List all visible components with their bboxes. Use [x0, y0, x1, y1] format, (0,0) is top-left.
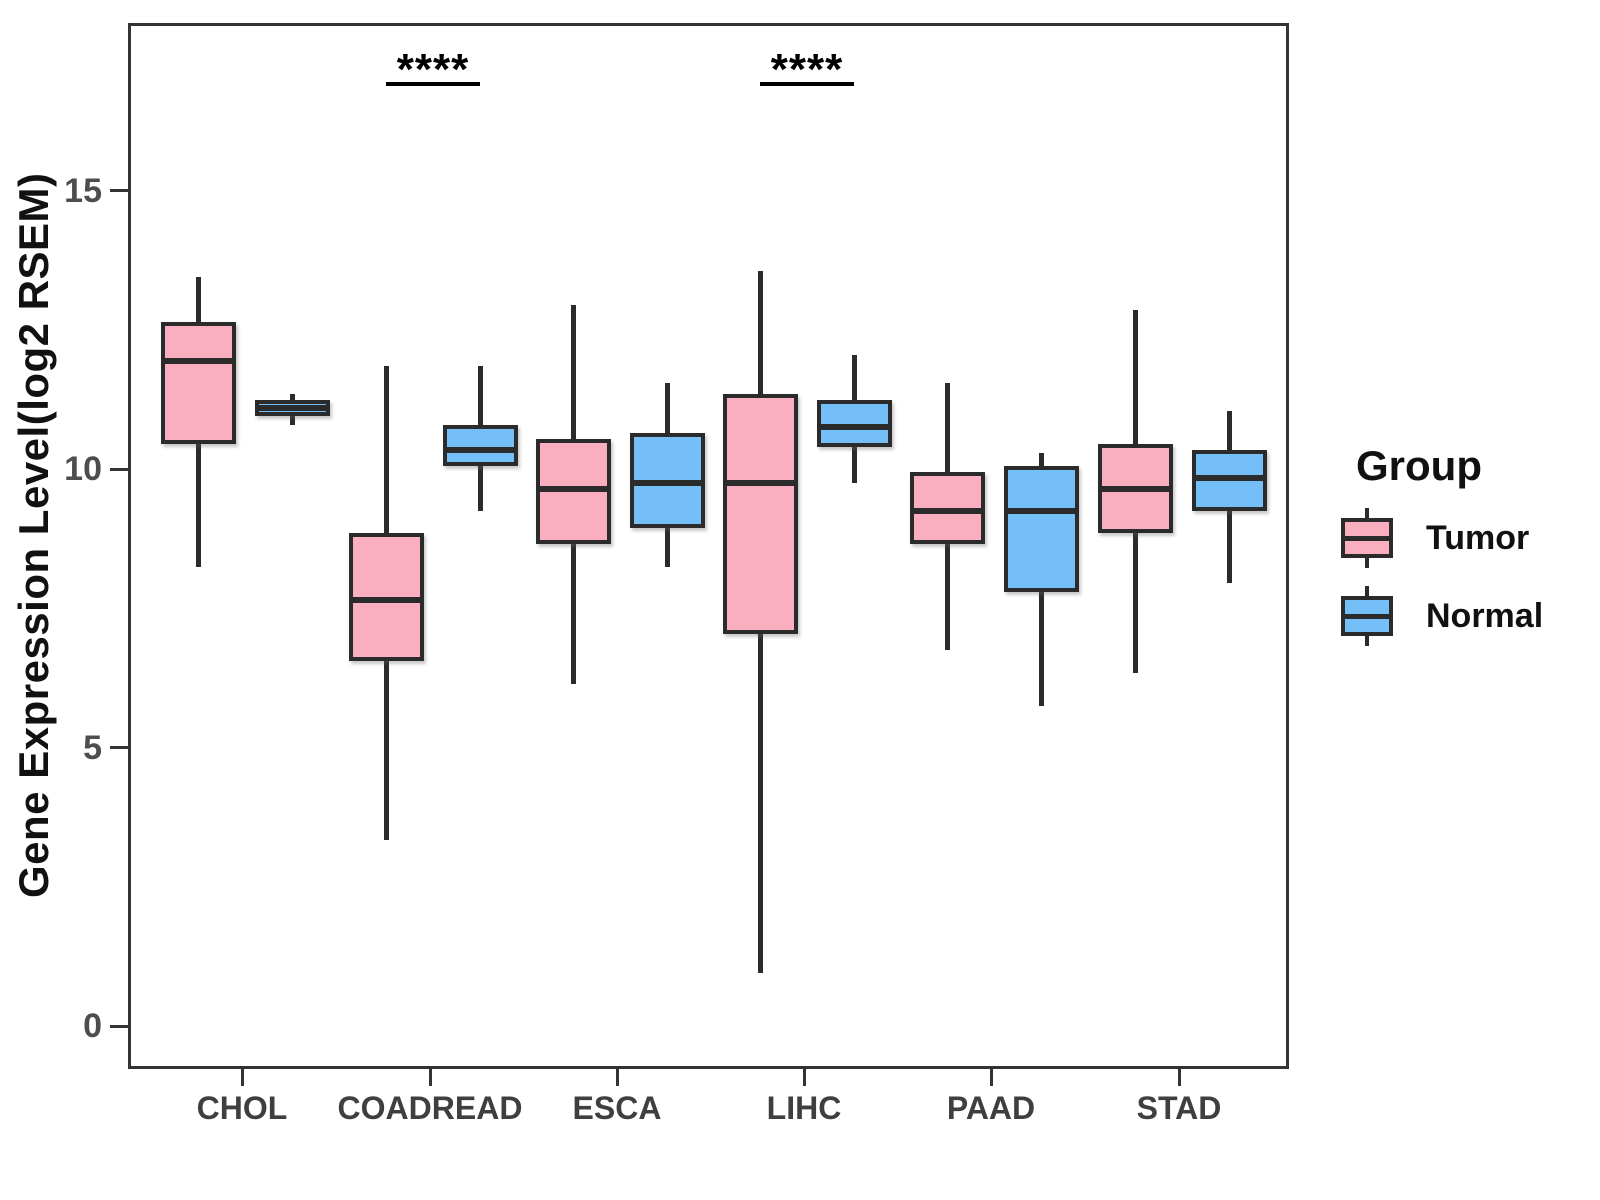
median-chol-normal: [254, 404, 330, 411]
box-chol-tumor: [160, 321, 236, 445]
median-coadread-tumor: [348, 597, 424, 604]
x-axis-label-chol: CHOL: [196, 1090, 288, 1126]
median-esca-normal: [629, 480, 705, 487]
x-axis-label-paad: PAAD: [946, 1090, 1036, 1126]
legend-label: Tumor: [1426, 518, 1530, 557]
y-axis-title: Gene Expression Level(log2 RSEM): [10, 172, 57, 898]
median-chol-tumor: [160, 357, 236, 364]
x-axis-tick: [240, 1069, 244, 1086]
y-axis-tick: [110, 746, 128, 749]
x-axis-tick: [989, 1069, 993, 1086]
x-axis-label-esca: ESCA: [572, 1090, 662, 1126]
y-axis-tick: [110, 1024, 128, 1028]
median-stad-normal: [1191, 474, 1267, 481]
legend-item-tumor: Tumor: [1330, 506, 1590, 570]
x-axis-tick: [428, 1069, 432, 1086]
x-axis-tick: [1177, 1069, 1181, 1086]
legend-item-normal: Normal: [1330, 584, 1590, 648]
box-paad-normal: [1003, 466, 1079, 592]
x-axis-label-lihc: LIHC: [766, 1090, 842, 1126]
legend: Group Tumor Normal: [1330, 442, 1590, 662]
box-coadread-normal: [442, 424, 518, 467]
box-lihc-tumor: [722, 394, 798, 634]
median-paad-tumor: [909, 507, 985, 514]
median-esca-tumor: [535, 485, 611, 492]
plot-panel: **** ****: [128, 23, 1289, 1069]
box-lihc-normal: [816, 399, 892, 447]
y-axis-tick-label: 10: [64, 450, 102, 488]
boxplot-key-icon: [1338, 584, 1396, 648]
median-paad-normal: [1003, 507, 1079, 514]
x-axis-label-stad: STAD: [1136, 1090, 1222, 1126]
legend-items: Tumor Normal: [1330, 506, 1590, 648]
median-stad-tumor: [1097, 485, 1173, 492]
y-axis-tick: [110, 467, 128, 471]
median-lihc-tumor: [722, 480, 798, 487]
x-axis-tick: [615, 1069, 619, 1086]
y-axis-tick-label: 5: [83, 728, 102, 767]
x-axis-tick: [802, 1069, 806, 1086]
y-axis-tick-label: 0: [83, 1007, 102, 1045]
y-axis-tick: [110, 189, 128, 192]
x-axis-label-coadread: COADREAD: [337, 1090, 523, 1126]
legend-title: Group: [1356, 442, 1482, 489]
boxplot-key-icon: [1338, 506, 1396, 570]
significance-bar-coadread: [386, 82, 480, 87]
significance-bar-lihc: [760, 82, 854, 87]
y-axis-tick-label: 15: [64, 171, 102, 210]
legend-label: Normal: [1426, 596, 1544, 635]
median-coadread-normal: [442, 446, 518, 453]
median-lihc-normal: [816, 424, 892, 431]
